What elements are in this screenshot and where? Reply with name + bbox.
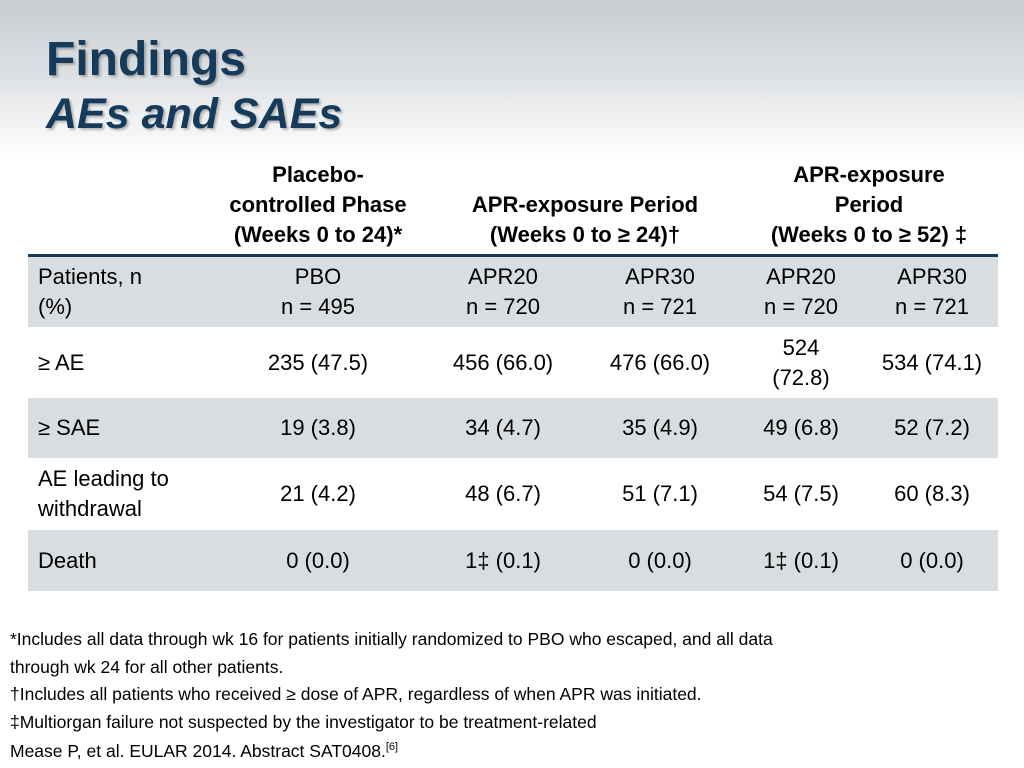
table-row: Death 0 (0.0) 1‡ (0.1) 0 (0.0) 1‡ (0.1) …	[28, 530, 998, 591]
citation-reference: [6]	[385, 741, 399, 754]
footnote-line: †Includes all patients who received ≥ do…	[10, 684, 702, 704]
table-header: Placebo- controlled Phase (Weeks 0 to 24…	[28, 158, 998, 254]
cell-line: n = 720	[763, 294, 838, 319]
table-cell: APR20 n = 720	[422, 262, 584, 322]
cell-line: APR20	[766, 264, 836, 289]
table-cell: 235 (47.5)	[267, 349, 369, 375]
ae-sae-table: Placebo- controlled Phase (Weeks 0 to 24…	[28, 158, 998, 591]
header-rule	[28, 254, 998, 257]
header-apr-exposure-52: APR-exposure Period (Weeks 0 to ≥ 52) ‡	[742, 160, 996, 250]
table-row: ≥ AE 235 (47.5) 456 (66.0) 476 (66.0) 52…	[28, 327, 998, 398]
table-cell: 0 (0.0)	[900, 547, 964, 573]
row-label-line: (%)	[38, 294, 73, 319]
table-cell: 19 (3.8)	[280, 415, 356, 440]
cell-line: APR20	[468, 264, 538, 289]
table-cell: 35 (4.9)	[622, 415, 698, 440]
table-cell: 34 (4.7)	[465, 415, 541, 440]
header-placebo-phase: Placebo- controlled Phase (Weeks 0 to 24…	[214, 160, 422, 250]
table-cell: 1‡ (0.1)	[465, 547, 541, 573]
slide-title: Findings	[46, 33, 246, 86]
table-cell: 54 (7.5)	[763, 481, 839, 506]
table-cell: 49 (6.8)	[763, 415, 839, 440]
row-label-line: ≥ SAE	[38, 415, 101, 440]
cell-line: n = 721	[622, 294, 697, 319]
header-line: APR-exposure Period	[471, 192, 699, 217]
table-cell: 0 (0.0)	[628, 547, 692, 573]
header-line: Period	[834, 192, 904, 217]
table-cell: 1‡ (0.1)	[763, 547, 839, 573]
row-label: ≥ AE	[28, 348, 214, 378]
header-apr-exposure-24: APR-exposure Period (Weeks 0 to ≥ 24)†	[428, 190, 742, 250]
row-label-line: Patients, n	[38, 264, 142, 289]
cell-line: APR30	[625, 264, 695, 289]
row-label: Patients, n (%)	[28, 262, 214, 322]
row-label-line: withdrawal	[38, 496, 142, 521]
cell-line: n = 495	[280, 294, 355, 319]
header-line: APR-exposure	[793, 162, 945, 187]
row-label: ≥ SAE	[28, 413, 214, 443]
footnote-line: ‡Multiorgan failure not suspected by the…	[10, 711, 597, 732]
slide-subtitle: AEs and SAEs	[46, 90, 343, 138]
footnote-line: through wk 24 for all other patients.	[10, 656, 284, 677]
table-cell: 48 (6.7)	[465, 481, 541, 506]
table-cell: 21 (4.2)	[280, 481, 356, 506]
header-line: (Weeks 0 to 24)*	[233, 222, 403, 247]
table-cell: PBO n = 495	[214, 262, 422, 322]
table-cell: 456 (66.0)	[452, 349, 554, 375]
table-cell: APR20 n = 720	[736, 262, 866, 322]
table-cell: 51 (7.1)	[622, 481, 698, 506]
footnotes: *Includes all data through wk 16 for pat…	[10, 626, 1020, 736]
table-cell: 0 (0.0)	[286, 547, 350, 573]
footnote-line: *Includes all data through wk 16 for pat…	[10, 629, 773, 649]
table-cell: APR30 n = 721	[584, 262, 736, 322]
table-row: AE leading to withdrawal 21 (4.2) 48 (6.…	[28, 458, 998, 530]
cell-line: PBO	[294, 264, 342, 289]
header-line: controlled Phase	[229, 192, 407, 217]
table-row: Patients, n (%) PBO n = 495 APR20 n = 720 …	[28, 257, 998, 327]
header-line: Placebo-	[272, 162, 364, 187]
header-line: (Weeks 0 to ≥ 52) ‡	[770, 222, 968, 247]
cell-line: 524	[782, 334, 820, 360]
header-line: (Weeks 0 to ≥ 24)†	[489, 222, 681, 247]
row-label-line: ≥ AE	[38, 349, 85, 375]
row-label: AE leading to withdrawal	[28, 464, 214, 524]
table-cell: 52 (7.2)	[894, 415, 970, 440]
cell-line: n = 720	[465, 294, 540, 319]
table-cell: 476 (66.0)	[609, 349, 711, 375]
cell-line: APR30	[897, 264, 967, 289]
cell-line: n = 721	[894, 294, 969, 319]
table-cell: APR30 n = 721	[866, 262, 998, 322]
row-label: Death	[28, 546, 214, 576]
table-cell: 524 (72.8)	[736, 333, 866, 393]
citation-text: Mease P, et al. EULAR 2014. Abstract SAT…	[10, 741, 386, 761]
row-label-line: AE leading to	[38, 466, 169, 491]
table-cell: 534 (74.1)	[881, 349, 983, 375]
row-label-line: Death	[38, 547, 97, 573]
title-band	[0, 0, 1024, 160]
citation: Mease P, et al. EULAR 2014. Abstract SAT…	[10, 739, 398, 763]
table-row: ≥ SAE 19 (3.8) 34 (4.7) 35 (4.9) 49 (6.8…	[28, 398, 998, 458]
cell-line: (72.8)	[772, 364, 830, 390]
table-cell: 60 (8.3)	[894, 481, 970, 506]
